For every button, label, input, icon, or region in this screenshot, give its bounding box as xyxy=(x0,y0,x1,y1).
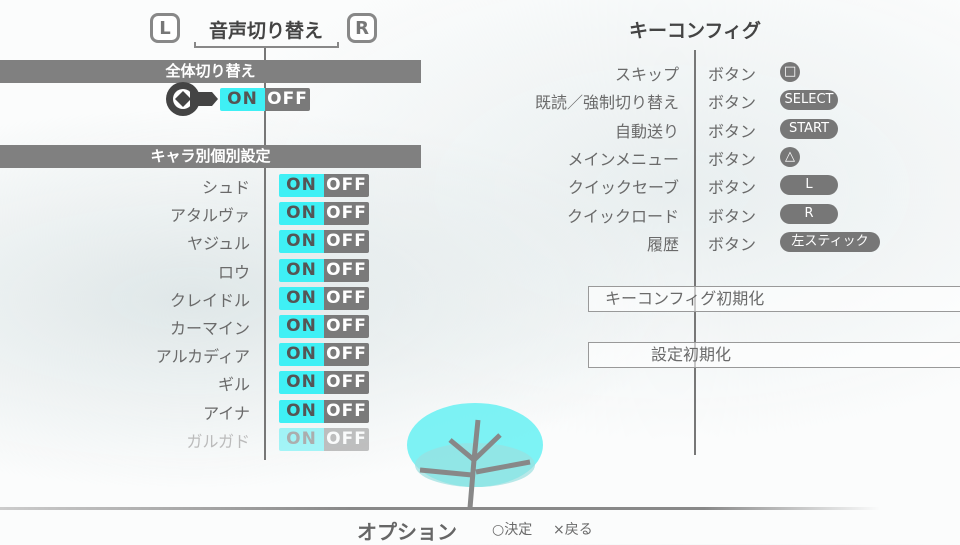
key-action-label: クイックセーブ xyxy=(567,178,679,198)
key-action-label: 既読／強制切り替え xyxy=(534,93,679,113)
character-name: ロウ xyxy=(217,262,250,282)
character-toggle[interactable]: ON OFF xyxy=(279,315,369,338)
prev-tab-button[interactable]: L xyxy=(150,13,180,43)
character-heading: キャラ別個別設定 xyxy=(0,145,421,168)
key-badge[interactable]: START xyxy=(780,118,838,139)
button-word: ボタン xyxy=(708,121,757,141)
key-badge[interactable]: 左スティック xyxy=(780,231,880,252)
key-badge[interactable]: R xyxy=(780,203,838,224)
character-name: ヤジュル xyxy=(187,234,250,254)
reset-keyconfig-button[interactable]: キーコンフィグ初期化 xyxy=(588,286,960,312)
character-toggle[interactable]: ON OFF xyxy=(279,202,369,226)
key-badge[interactable]: SELECT xyxy=(780,90,838,111)
character-toggle[interactable]: ON OFF xyxy=(279,230,369,254)
character-name: クレイドル xyxy=(169,290,250,310)
tree-illustration xyxy=(400,400,550,510)
footer-title: オプション xyxy=(357,520,457,544)
character-toggle[interactable]: ON OFF xyxy=(279,174,369,197)
key-action-label: 自動送り xyxy=(614,121,679,141)
character-toggle[interactable]: ON OFF xyxy=(279,286,369,310)
character-name: シュド xyxy=(201,178,250,197)
left-divider xyxy=(264,48,266,460)
key-action-label: 履歴 xyxy=(646,234,679,254)
ground-line xyxy=(0,507,880,510)
button-word: ボタン xyxy=(708,178,757,198)
key-badge[interactable]: L xyxy=(780,175,838,196)
button-word: ボタン xyxy=(708,93,757,113)
confirm-hint: ○決定 xyxy=(492,522,533,538)
key-badge[interactable]: △ xyxy=(780,146,800,167)
button-word: ボタン xyxy=(708,234,757,254)
global-heading: 全体切り替え xyxy=(0,60,421,83)
back-hint: ×戻る xyxy=(553,522,593,538)
character-name: アタルヴァ xyxy=(169,206,250,226)
key-action-label: メインメニュー xyxy=(567,149,679,169)
character-toggle[interactable]: ON OFF xyxy=(279,427,369,451)
button-word: ボタン xyxy=(708,65,757,84)
key-action-label: クイックロード xyxy=(566,206,679,226)
button-word: ボタン xyxy=(708,149,757,169)
key-badge[interactable]: □ xyxy=(780,62,801,82)
keyconfig-title: キーコンフィグ xyxy=(628,20,762,42)
character-toggle[interactable]: ON OFF xyxy=(279,343,369,367)
character-toggle[interactable]: ON OFF xyxy=(279,399,369,423)
button-word: ボタン xyxy=(708,206,757,226)
right-divider xyxy=(694,50,696,455)
character-name: ギル xyxy=(217,375,250,395)
key-action-label: スキップ xyxy=(614,65,679,84)
page-title: 音声切り替え xyxy=(208,20,323,42)
character-name: カーマイン xyxy=(169,319,250,338)
next-tab-button[interactable]: R xyxy=(347,13,377,43)
character-toggle[interactable]: ON OFF xyxy=(279,258,369,282)
reset-settings-button[interactable]: 設定初期化 xyxy=(588,342,960,368)
global-toggle[interactable]: ON OFF xyxy=(220,88,310,111)
character-name: アルカディア xyxy=(155,347,250,367)
character-name: ガルガド xyxy=(186,431,250,451)
cursor-icon xyxy=(164,80,218,118)
character-name: アイナ xyxy=(203,403,250,423)
title-underline xyxy=(194,42,339,48)
character-toggle[interactable]: ON OFF xyxy=(279,371,369,395)
